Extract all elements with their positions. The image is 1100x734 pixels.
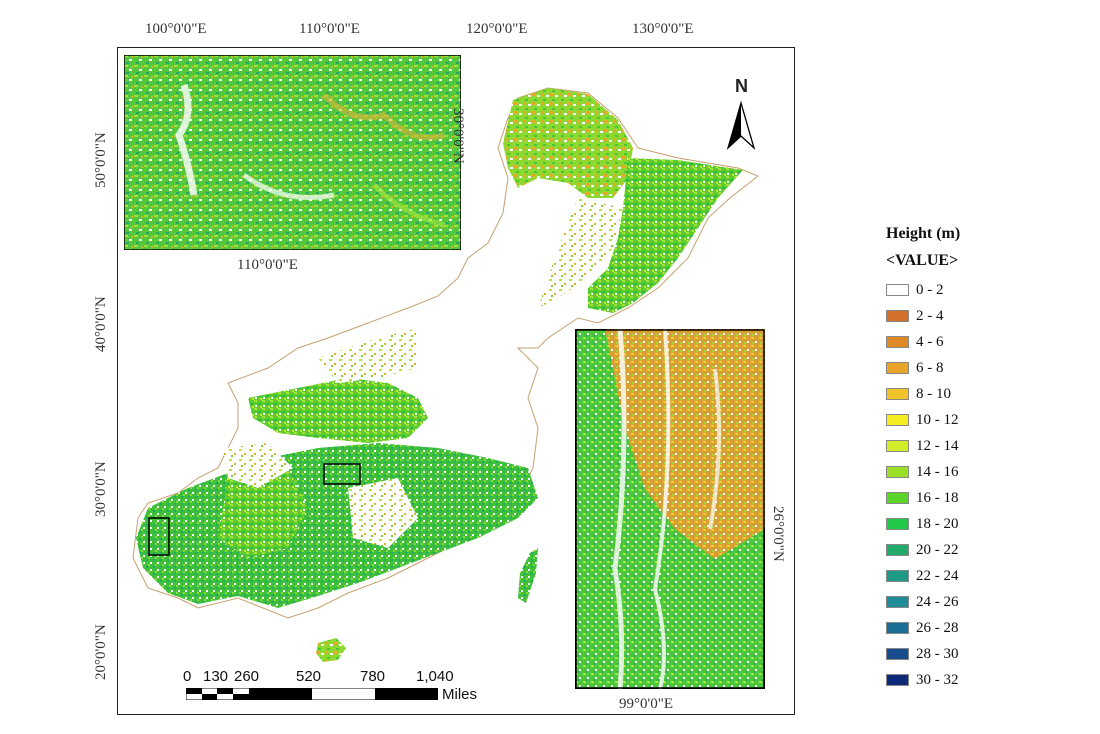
left-axis-label-50n: 50°0'0"N — [93, 132, 109, 188]
scale-tick-260: 260 — [234, 668, 260, 685]
scale-bar — [186, 688, 438, 700]
legend-title: Height (m) — [886, 225, 961, 242]
legend-label: 4 - 6 — [916, 333, 944, 350]
legend-label: 0 - 2 — [916, 281, 944, 298]
legend-swatch — [886, 466, 909, 478]
top-axis-label-100e: 100°0'0"E — [145, 21, 207, 37]
selection-box-central — [323, 463, 361, 485]
legend-item: 26 - 28 — [886, 620, 959, 636]
central-band — [248, 378, 428, 443]
legend-item: 0 - 2 — [886, 282, 944, 298]
left-axis-label-20n: 20°0'0"N — [93, 624, 109, 680]
legend-subtitle: <VALUE> — [886, 252, 959, 269]
inset-right-bottom-label: 99°0'0"E — [619, 696, 673, 712]
legend-label: 26 - 28 — [916, 619, 959, 636]
scale-unit: Miles — [442, 686, 478, 703]
legend-swatch — [886, 622, 909, 634]
legend-item: 10 - 12 — [886, 412, 959, 428]
legend-label: 10 - 12 — [916, 411, 959, 428]
inset-right-map — [575, 329, 765, 689]
legend-label: 28 - 30 — [916, 645, 959, 662]
legend-swatch — [886, 362, 909, 374]
legend-label: 22 - 24 — [916, 567, 959, 584]
scale-tick-1040: 1,040 — [416, 668, 454, 685]
legend-item: 16 - 18 — [886, 490, 959, 506]
inset-top-map — [124, 55, 461, 250]
legend-item: 12 - 14 — [886, 438, 959, 454]
scale-tick-0: 0 — [183, 668, 192, 685]
legend-swatch — [886, 414, 909, 426]
north-sparse — [318, 328, 418, 383]
legend-swatch — [886, 310, 909, 322]
scale-tick-780: 780 — [360, 668, 386, 685]
legend-item: 2 - 4 — [886, 308, 944, 324]
main-map-svg — [132, 87, 759, 662]
legend-item: 28 - 30 — [886, 646, 959, 662]
inset-top-bottom-label: 110°0'0"E — [237, 257, 298, 273]
legend-swatch — [886, 674, 909, 686]
legend-item: 24 - 26 — [886, 594, 959, 610]
legend-label: 8 - 10 — [916, 385, 951, 402]
top-axis-label-110e: 110°0'0"E — [299, 21, 360, 37]
inset-top-right-label: 30°0'0"N — [450, 108, 466, 164]
legend-label: 30 - 32 — [916, 671, 959, 688]
legend-item: 14 - 16 — [886, 464, 959, 480]
legend-label: 16 - 18 — [916, 489, 959, 506]
legend-item: 18 - 20 — [886, 516, 959, 532]
hainan — [316, 638, 346, 662]
top-axis-label-130e: 130°0'0"E — [632, 21, 694, 37]
legend-label: 6 - 8 — [916, 359, 944, 376]
inset-right-right-label: 26°0'0"N — [770, 506, 786, 562]
south-sparse-patch — [348, 478, 418, 548]
legend-label: 14 - 16 — [916, 463, 959, 480]
northeast-sparse — [538, 198, 623, 308]
legend-swatch — [886, 336, 909, 348]
legend-item: 8 - 10 — [886, 386, 951, 402]
legend-label: 2 - 4 — [916, 307, 944, 324]
country-outline — [132, 87, 759, 619]
legend-label: 18 - 20 — [916, 515, 959, 532]
legend-item: 6 - 8 — [886, 360, 944, 376]
northeast-vegetation-2 — [588, 158, 743, 313]
top-axis-label-120e: 120°0'0"E — [466, 21, 528, 37]
legend-label: 12 - 14 — [916, 437, 959, 454]
legend-swatch — [886, 440, 909, 452]
scale-tick-520: 520 — [296, 668, 322, 685]
northeast-vegetation — [503, 88, 633, 198]
left-axis-label-30n: 30°0'0"N — [93, 461, 109, 517]
left-axis-label-40n: 40°0'0"N — [93, 296, 109, 352]
legend-item: 22 - 24 — [886, 568, 959, 584]
legend-label: 20 - 22 — [916, 541, 959, 558]
south-mixed — [218, 468, 308, 558]
legend-swatch — [886, 492, 909, 504]
taiwan — [518, 548, 538, 603]
legend-item: 30 - 32 — [886, 672, 959, 688]
legend-item: 4 - 6 — [886, 334, 944, 350]
legend-label: 24 - 26 — [916, 593, 959, 610]
legend-swatch — [886, 544, 909, 556]
legend-item: 20 - 22 — [886, 542, 959, 558]
legend-swatch — [886, 596, 909, 608]
sw-sparse-patch — [223, 443, 293, 488]
scale-tick-130: 130 — [203, 668, 229, 685]
selection-box-southwest — [148, 517, 170, 556]
south-vegetation — [136, 443, 538, 608]
legend-swatch — [886, 388, 909, 400]
legend-swatch — [886, 648, 909, 660]
legend-swatch — [886, 284, 909, 296]
legend-swatch — [886, 518, 909, 530]
north-label: N — [735, 76, 748, 96]
legend-swatch — [886, 570, 909, 582]
